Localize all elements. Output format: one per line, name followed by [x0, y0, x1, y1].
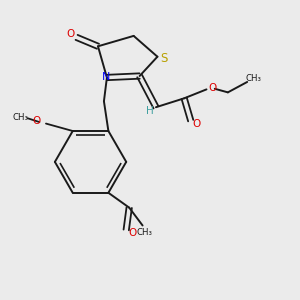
Text: O: O — [66, 29, 74, 39]
Text: O: O — [128, 228, 136, 238]
Text: O: O — [32, 116, 40, 126]
Text: S: S — [160, 52, 168, 65]
Text: H: H — [146, 106, 153, 116]
Text: CH₃: CH₃ — [13, 112, 29, 122]
Text: N: N — [102, 72, 110, 82]
Text: O: O — [208, 83, 217, 93]
Text: O: O — [193, 118, 201, 129]
Text: CH₃: CH₃ — [136, 228, 152, 237]
Text: CH₃: CH₃ — [245, 74, 261, 83]
